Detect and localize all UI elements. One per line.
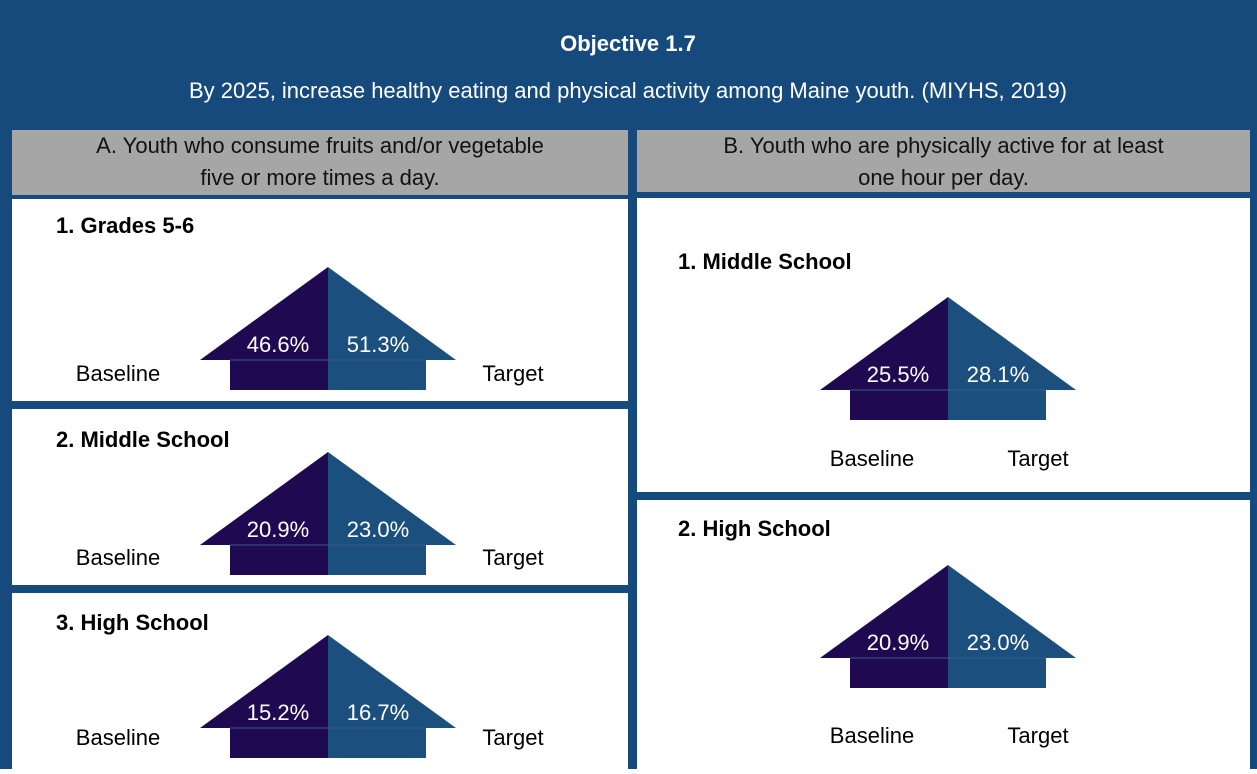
panel-label: 1. Grades 5-6 (56, 213, 194, 238)
house-roof-target (328, 267, 456, 360)
subtitle: By 2025, increase healthy eating and phy… (189, 78, 1067, 103)
house-base-target (948, 658, 1046, 688)
column-heading: one hour per day. (858, 165, 1029, 190)
column-heading-bg (637, 130, 1250, 192)
target-label: Target (482, 361, 543, 386)
baseline-value: 15.2% (247, 700, 309, 725)
house-roof-baseline (200, 635, 328, 728)
column-heading: five or more times a day. (200, 165, 439, 190)
panel-label: 1. Middle School (678, 249, 852, 274)
baseline-label: Baseline (76, 725, 160, 750)
target-label: Target (482, 725, 543, 750)
baseline-value: 25.5% (867, 362, 929, 387)
house-base-baseline (230, 360, 328, 390)
target-value: 16.7% (347, 700, 409, 725)
baseline-value: 46.6% (247, 332, 309, 357)
baseline-label: Baseline (830, 446, 914, 471)
house-roof-baseline (820, 565, 948, 658)
panel-label: 3. High School (56, 610, 209, 635)
house-base-baseline (850, 390, 948, 420)
house-roof-target (948, 297, 1076, 390)
column-heading-bg (12, 130, 628, 195)
house-base-target (328, 728, 426, 758)
panel-label: 2. Middle School (56, 427, 230, 452)
house-base-target (948, 390, 1046, 420)
house-base-target (328, 360, 426, 390)
target-label: Target (482, 545, 543, 570)
baseline-label: Baseline (76, 361, 160, 386)
house-roof-target (328, 452, 456, 545)
target-label: Target (1007, 723, 1068, 748)
house-base-target (328, 545, 426, 575)
house-roof-baseline (820, 297, 948, 390)
target-value: 28.1% (967, 362, 1029, 387)
target-value: 23.0% (347, 517, 409, 542)
house-roof-target (948, 565, 1076, 658)
house-base-baseline (230, 545, 328, 575)
house-roof-baseline (200, 452, 328, 545)
target-value: 51.3% (347, 332, 409, 357)
column-heading: B. Youth who are physically active for a… (723, 133, 1163, 158)
baseline-value: 20.9% (867, 630, 929, 655)
baseline-value: 20.9% (247, 517, 309, 542)
baseline-label: Baseline (830, 723, 914, 748)
target-value: 23.0% (967, 630, 1029, 655)
house-roof-target (328, 635, 456, 728)
panel-label: 2. High School (678, 516, 831, 541)
target-label: Target (1007, 446, 1068, 471)
title: Objective 1.7 (560, 31, 696, 56)
house-base-baseline (230, 728, 328, 758)
house-base-baseline (850, 658, 948, 688)
house-roof-baseline (200, 267, 328, 360)
baseline-label: Baseline (76, 545, 160, 570)
column-heading: A. Youth who consume fruits and/or veget… (96, 133, 544, 158)
